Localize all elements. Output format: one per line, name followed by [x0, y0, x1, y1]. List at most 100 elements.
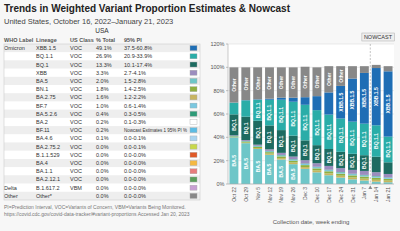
nowcast-marker: [368, 186, 372, 190]
swatch: [190, 144, 197, 149]
y-tick-label: 0%: [217, 181, 225, 187]
segment-label: BA.5: [267, 164, 273, 176]
bar-segment: [289, 157, 298, 160]
bar-chart: 0%20%40%60%80%100%120%BA.5BA.5BA.5BA.5BA…: [210, 33, 394, 203]
bar-segment: [372, 177, 381, 178]
bar-segment: [229, 67, 238, 102]
table-cell: Omicron: [4, 45, 25, 51]
bar-segment: [229, 136, 238, 138]
table-cell: 0.4%: [96, 111, 109, 117]
bar-segment: [372, 65, 381, 68]
bar-segment: [336, 86, 345, 119]
bar-segment: [289, 161, 298, 163]
segment-label: Other: [231, 78, 237, 91]
table-cell: 2.7-4.1%: [124, 70, 146, 76]
table-row: [4, 118, 200, 126]
bar-segment: [265, 99, 274, 100]
table-cell: BA.2.75: [36, 94, 56, 100]
table-cell: 0.0-0.1%: [124, 144, 146, 150]
x-tick-label: Dec 3: [302, 187, 308, 200]
segment-label: BQ.1: [350, 156, 356, 168]
bar-segment: [289, 136, 298, 157]
table-cell: 1.4-2.5%: [124, 86, 146, 92]
grid-line: [228, 67, 394, 68]
column-header: % Total: [96, 37, 116, 43]
bar-segment: [277, 153, 286, 155]
swatch: [190, 161, 197, 166]
table-cell: XBB: [36, 70, 47, 76]
table-cell: 0.3-0.5%: [124, 111, 146, 117]
segment-label: BA.5: [231, 155, 237, 167]
bar-segment: [336, 66, 345, 86]
x-tick-label: Nov 5: [255, 187, 261, 200]
segment-label: BA.5: [290, 168, 296, 180]
table-cell: 1.2-2.2%: [124, 94, 146, 100]
segment-label: XBB.1.5: [385, 94, 391, 113]
segment-label: XBB.1.5: [350, 90, 356, 109]
bar-segment: [229, 137, 238, 184]
table-cell: 1.0%: [96, 103, 109, 109]
chart-root: Trends in Weighted Variant Proportion Es…: [0, 0, 400, 231]
table-cell: BA.4: [36, 160, 48, 166]
table-cell: BA.2: [36, 119, 48, 125]
table-cell: 10.1-17.4%: [124, 62, 152, 68]
table-cell: VOC: [70, 78, 82, 84]
bar-segment: [384, 71, 393, 136]
x-tick-label: Dec 10: [314, 187, 320, 203]
y-tick-label: 60%: [213, 111, 224, 117]
table-cell: 0.0%: [96, 168, 109, 174]
bar-segment: [348, 170, 357, 174]
table-cell: BN.1: [36, 86, 48, 92]
bar-segment: [372, 68, 381, 125]
nowcast-box: [362, 33, 395, 41]
grid-line: [228, 90, 394, 91]
bar-segment: [241, 140, 250, 141]
bar-segment: [229, 135, 238, 136]
bar-segment: [324, 171, 333, 173]
table-row: [4, 44, 200, 52]
bar-segment: [360, 155, 369, 171]
segment-label: BQ.1: [278, 135, 284, 147]
table-row: [4, 85, 200, 93]
bar-segment: [265, 151, 274, 153]
segment-label: BQ.1.1: [255, 102, 261, 118]
grid-line: [228, 114, 394, 115]
bar-segment: [336, 176, 345, 178]
swatch: [190, 152, 197, 157]
bar-segment: [301, 169, 310, 184]
table-cell: BQ.1.1: [36, 53, 53, 59]
bar-segment: [241, 141, 250, 143]
table-row: [4, 60, 200, 68]
table-cell: VOC: [70, 135, 82, 141]
segment-label: BQ.1.1: [338, 127, 344, 143]
bar-segment: [265, 149, 274, 151]
bar-segment: [348, 79, 357, 122]
x-tick-label: Nov 12: [267, 187, 273, 203]
swatch: [190, 46, 197, 51]
bar-segment: [289, 98, 298, 102]
x-axis-label: Collection date, week ending: [273, 219, 350, 225]
swatch: [190, 62, 197, 67]
x-tick-label: Oct 22: [231, 187, 237, 202]
table-row: [4, 69, 200, 77]
segment-label: BQ.1: [290, 140, 296, 152]
table-cell: VOC: [70, 53, 82, 59]
table-cell: VBM: [70, 185, 82, 191]
footnote-line: PI=Prediction Interval, VOC=Variants of …: [4, 204, 186, 210]
bar-segment: [336, 172, 345, 173]
table-row: [4, 175, 200, 183]
table-cell: BA.5.2.6: [36, 111, 57, 117]
bar-segment: [324, 66, 333, 92]
bar-segment: [348, 177, 357, 179]
table-cell: 0.6-1.4%: [124, 103, 146, 109]
table-cell: 37.5-60.8%: [124, 45, 152, 51]
swatch: [190, 111, 197, 116]
bar-segment: [289, 102, 298, 136]
table-cell: 26.9%: [96, 53, 112, 59]
bar-segment: [324, 92, 333, 114]
x-tick-label: Dec 17: [326, 187, 332, 203]
bar-segment: [312, 170, 321, 172]
swatch: [190, 103, 197, 108]
table-cell: 0.0%: [96, 144, 109, 150]
table-row: [4, 192, 200, 200]
